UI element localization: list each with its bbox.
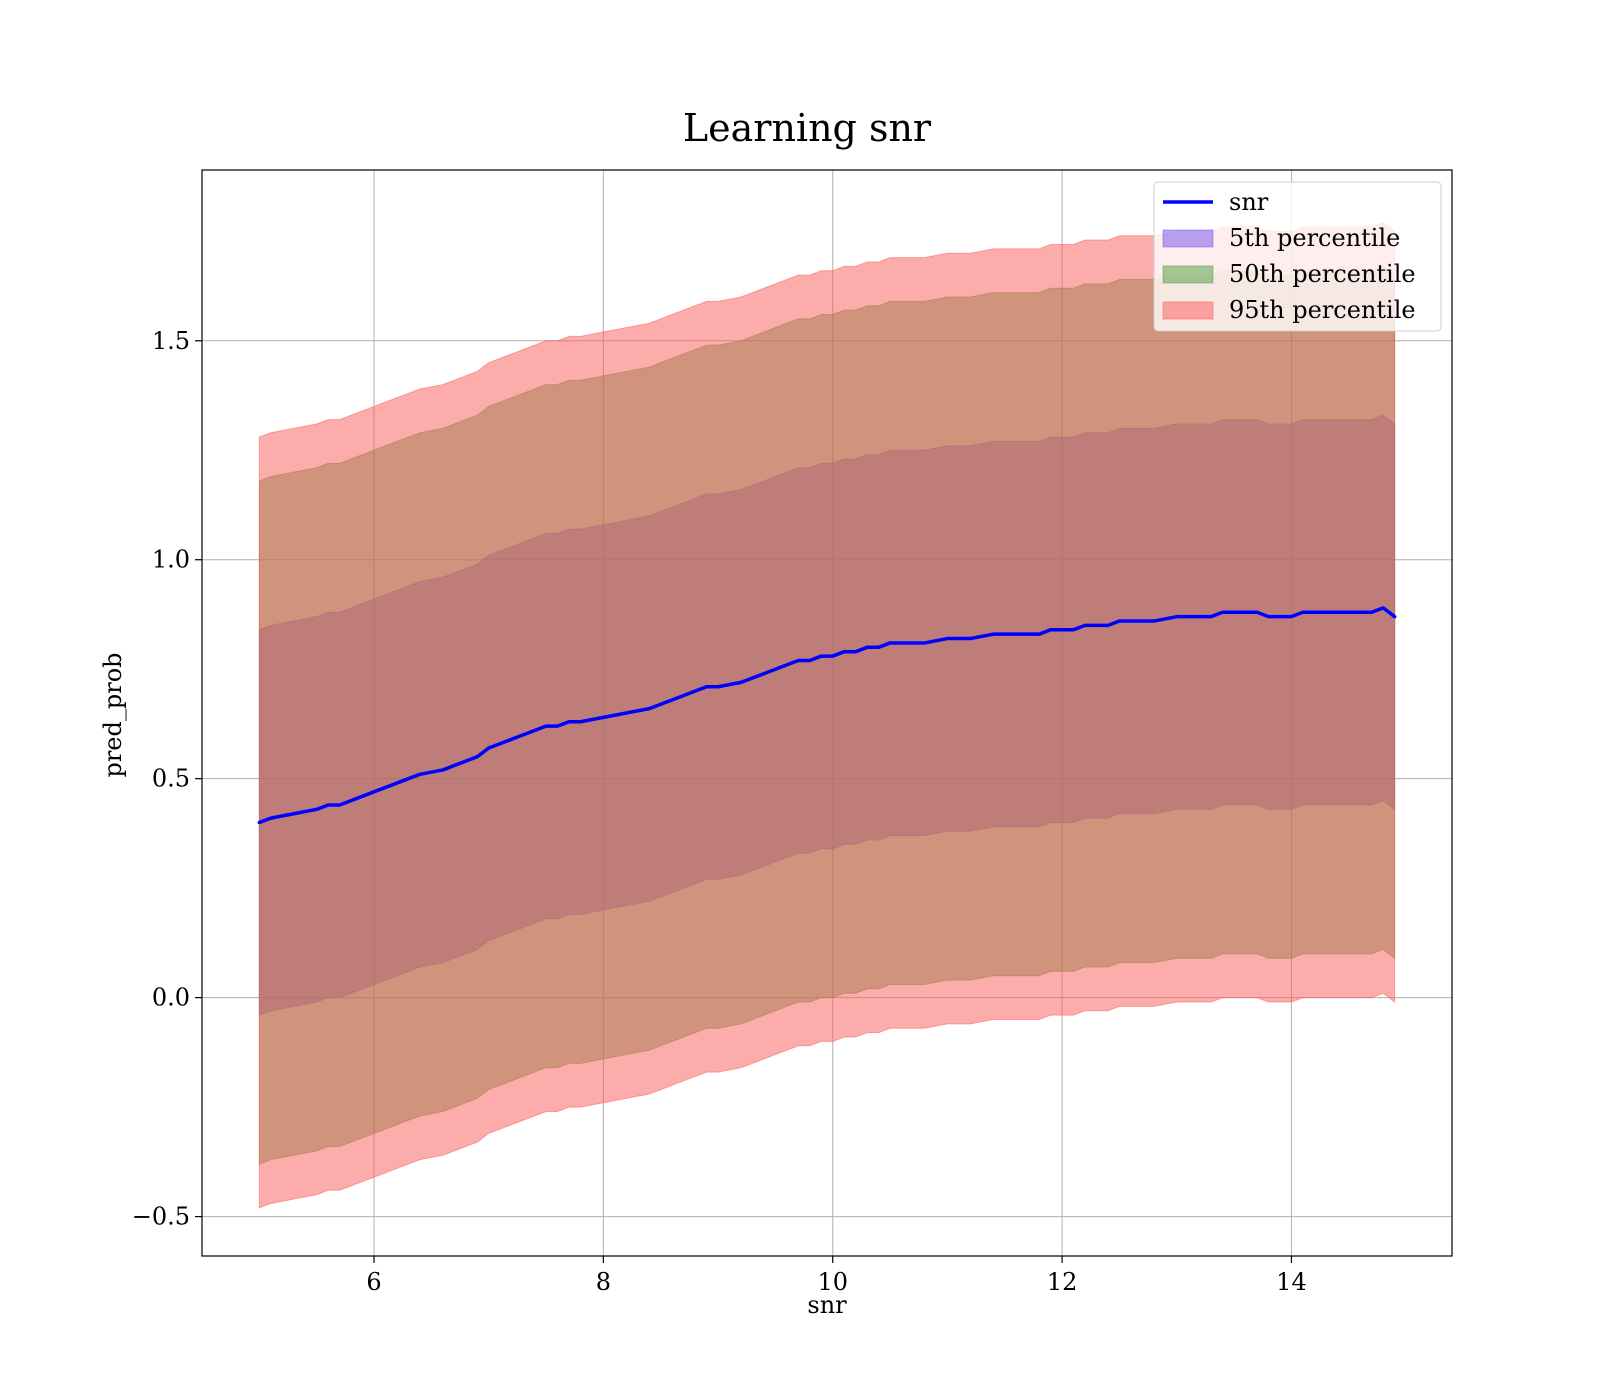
- plot-area: 6 8 10 12 14 −0.5 0.0 0.5 1.0 1.5: [132, 169, 1453, 1296]
- y-tick-label: 0.5: [152, 765, 190, 793]
- legend-label: snr: [1229, 188, 1269, 216]
- legend-swatch-patch: [1162, 229, 1214, 248]
- y-axis-label: pred_prob: [99, 652, 127, 777]
- x-tick-label: 14: [1276, 1268, 1307, 1296]
- legend-label: 50th percentile: [1229, 260, 1416, 288]
- chart-title: Learning snr: [683, 106, 932, 150]
- legend-box: [1153, 181, 1442, 332]
- x-tick-label: 10: [817, 1268, 848, 1296]
- axes-frame: [201, 169, 1453, 1257]
- y-tick-label: 0.0: [152, 984, 190, 1012]
- legend-label: 5th percentile: [1229, 224, 1400, 252]
- legend-swatch-patch: [1162, 265, 1214, 284]
- legend-label: 95th percentile: [1229, 296, 1416, 324]
- x-tick-label: 8: [596, 1268, 611, 1296]
- x-tick-label: 12: [1047, 1268, 1078, 1296]
- x-axis-label: snr: [807, 1291, 847, 1319]
- line-snr: [257, 606, 1397, 825]
- legend-swatch-patch: [1162, 301, 1214, 320]
- band-95th-percentile: [258, 221, 1396, 1209]
- legend: snr 5th percentile 50th percentile 95th per…: [1153, 181, 1442, 332]
- x-tick-label: 6: [366, 1268, 381, 1296]
- y-tick-label: 1.5: [152, 327, 190, 355]
- y-tick-label: −0.5: [132, 1203, 190, 1231]
- y-tick-label: 1.0: [152, 546, 190, 574]
